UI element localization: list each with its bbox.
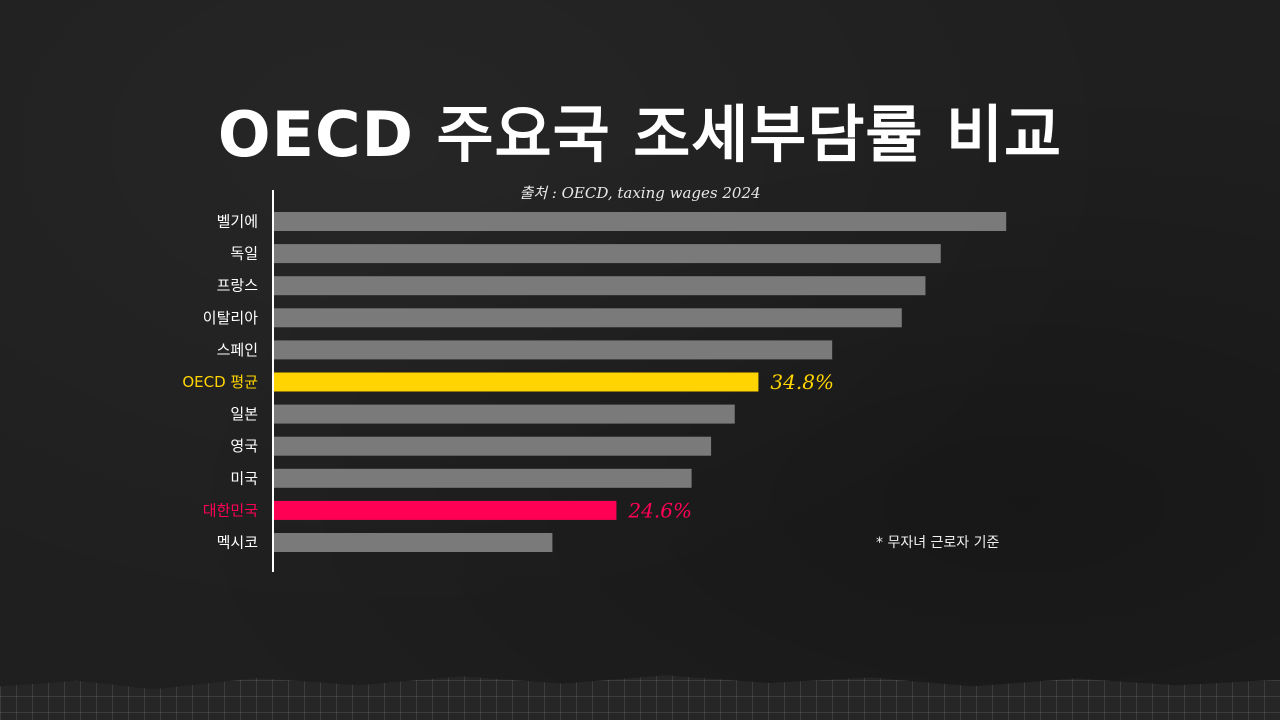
chart-title: OECD 주요국 조세부담률 비교 bbox=[217, 98, 1063, 171]
bar-2 bbox=[274, 276, 926, 296]
category-label-2: 프랑스 bbox=[217, 277, 259, 295]
chart-footnote: * 무자녀 근로자 기준 bbox=[876, 535, 1000, 551]
bar-5 bbox=[274, 372, 759, 392]
category-label-4: 스페인 bbox=[217, 341, 258, 359]
torn-paper-decoration bbox=[0, 675, 1280, 720]
bar-3 bbox=[274, 308, 902, 328]
bar-9 bbox=[274, 500, 617, 520]
category-label-7: 영국 bbox=[230, 437, 258, 455]
category-label-9: 대한민국 bbox=[203, 501, 258, 519]
category-label-6: 일본 bbox=[230, 405, 258, 423]
bar-10 bbox=[274, 533, 553, 552]
bar-8 bbox=[274, 468, 692, 488]
category-label-0: 벨기에 bbox=[217, 213, 258, 231]
bar-4 bbox=[274, 340, 833, 360]
category-label-10: 멕시코 bbox=[217, 534, 258, 552]
bar-6 bbox=[274, 404, 735, 424]
category-label-8: 미국 bbox=[230, 469, 258, 487]
bar-7 bbox=[274, 436, 712, 456]
bar-1 bbox=[274, 244, 941, 264]
category-label-3: 이탈리아 bbox=[203, 309, 258, 327]
category-label-1: 독일 bbox=[230, 245, 258, 263]
category-label-5: OECD 평균 bbox=[182, 373, 258, 391]
chart-source: 출처 : OECD, taxing wages 2024 bbox=[519, 184, 761, 202]
data-label-5: 34.8% bbox=[770, 370, 834, 394]
bar-0 bbox=[274, 212, 1007, 231]
data-label-9: 24.6% bbox=[627, 498, 692, 522]
